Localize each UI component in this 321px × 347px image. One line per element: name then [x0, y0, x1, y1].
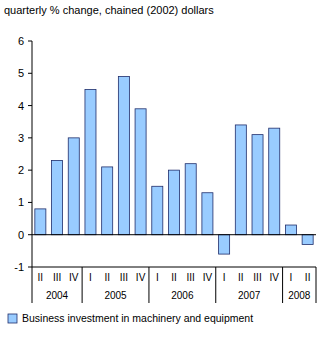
- x-tick-label: II: [171, 272, 177, 283]
- x-tick-label: I: [156, 272, 159, 283]
- x-tick-label: I: [89, 272, 92, 283]
- chart: quarterly % change, chained (2002) dolla…: [0, 0, 321, 347]
- y-tick: [28, 170, 32, 171]
- bar: [35, 209, 46, 235]
- x-group-label: 2008: [288, 290, 311, 301]
- x-tick-label: II: [104, 272, 110, 283]
- x-tick-label: I: [290, 272, 293, 283]
- y-tick-label: 5: [18, 67, 24, 79]
- bar: [135, 109, 146, 235]
- bar: [168, 170, 179, 235]
- x-tick-label: III: [120, 272, 128, 283]
- group-separator: [316, 267, 317, 303]
- bar: [219, 235, 230, 254]
- bar: [152, 186, 163, 234]
- bar: [52, 160, 63, 234]
- group-separator: [148, 267, 149, 303]
- y-axis: [32, 41, 33, 267]
- y-tick: [28, 267, 32, 268]
- y-tick-label: -1: [14, 261, 24, 273]
- y-axis-label: quarterly % change, chained (2002) dolla…: [4, 4, 214, 16]
- bar: [302, 235, 313, 245]
- y-tick-label: 6: [18, 35, 24, 47]
- x-tick-label: IV: [270, 272, 280, 283]
- y-tick-label: 1: [18, 196, 24, 208]
- group-separator: [82, 267, 83, 303]
- bar: [85, 89, 96, 234]
- x-tick-label: III: [253, 272, 261, 283]
- group-separator: [282, 267, 283, 303]
- zero-line: [32, 234, 316, 235]
- x-tick-label: IV: [69, 272, 79, 283]
- y-tick-label: 4: [18, 100, 24, 112]
- y-tick: [28, 105, 32, 106]
- x-group-label: 2007: [238, 290, 261, 301]
- y-tick-label: 3: [18, 132, 24, 144]
- bar: [285, 225, 296, 235]
- x-group-label: 2005: [104, 290, 127, 301]
- x-group-label: 2006: [171, 290, 194, 301]
- y-tick: [28, 73, 32, 74]
- bar: [235, 125, 246, 235]
- y-tick: [28, 41, 32, 42]
- x-tick-label: III: [53, 272, 61, 283]
- bar: [202, 193, 213, 235]
- x-group-label: 2004: [46, 290, 69, 301]
- bar: [68, 138, 79, 235]
- x-tick-label: II: [238, 272, 244, 283]
- bar: [269, 128, 280, 235]
- group-separator: [215, 267, 216, 303]
- y-tick: [28, 137, 32, 138]
- legend-swatch: [8, 314, 17, 323]
- y-tick-label: 0: [18, 229, 24, 241]
- x-axis: [32, 267, 316, 268]
- x-tick-label: II: [305, 272, 311, 283]
- x-tick-label: IV: [203, 272, 213, 283]
- group-separator: [32, 267, 33, 303]
- y-tick: [28, 234, 32, 235]
- bar: [185, 164, 196, 235]
- y-tick: [28, 202, 32, 203]
- x-tick-label: I: [223, 272, 226, 283]
- bar: [252, 135, 263, 235]
- y-tick-label: 2: [18, 164, 24, 176]
- x-tick-label: III: [187, 272, 195, 283]
- legend-label: Business investment in machinery and equ…: [22, 312, 253, 324]
- x-tick-label: II: [38, 272, 44, 283]
- bar: [102, 167, 113, 235]
- bar: [118, 77, 129, 235]
- x-tick-label: IV: [136, 272, 146, 283]
